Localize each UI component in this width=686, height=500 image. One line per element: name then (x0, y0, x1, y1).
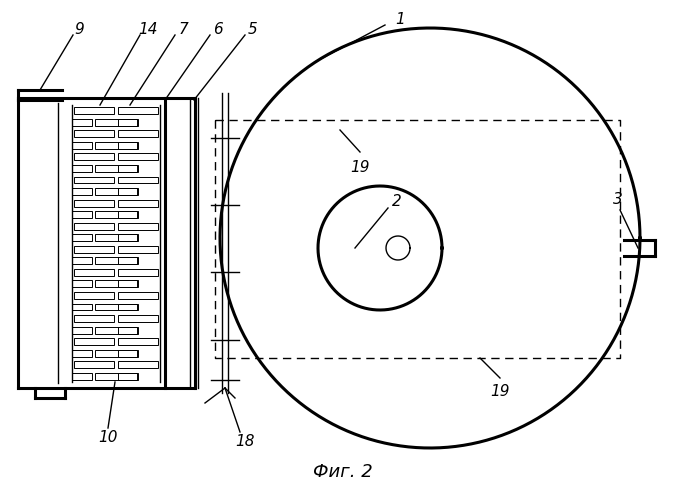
Bar (72, 258, 92, 264)
Text: 3: 3 (613, 192, 623, 208)
Bar (74, 222, 114, 230)
Bar (95, 350, 137, 356)
Bar (118, 373, 138, 380)
Text: 2: 2 (392, 194, 402, 210)
Text: 5: 5 (248, 22, 258, 36)
Bar (118, 304, 138, 310)
Bar (74, 108, 114, 114)
Bar (95, 234, 137, 241)
Bar (74, 154, 114, 160)
Bar (72, 350, 92, 356)
Bar (74, 315, 114, 322)
Bar (118, 200, 158, 206)
Bar (118, 188, 138, 195)
Bar (118, 280, 138, 287)
Bar (118, 142, 138, 149)
Bar (118, 350, 138, 356)
Text: Фиг. 2: Фиг. 2 (313, 463, 373, 481)
Text: 10: 10 (98, 430, 118, 446)
Bar (72, 142, 92, 149)
Bar (74, 130, 114, 138)
Bar (72, 373, 92, 380)
Bar (74, 269, 114, 276)
Bar (95, 280, 137, 287)
Bar (95, 326, 137, 334)
Bar (118, 292, 158, 299)
Bar (72, 119, 92, 126)
Bar (118, 211, 138, 218)
Bar (72, 326, 92, 334)
Bar (118, 258, 138, 264)
Bar (118, 165, 138, 172)
Bar (74, 246, 114, 252)
Bar (74, 200, 114, 206)
Bar (118, 338, 158, 345)
Text: 1: 1 (395, 12, 405, 28)
Bar (95, 142, 137, 149)
Bar (95, 119, 137, 126)
Text: 7: 7 (178, 22, 188, 36)
Bar (95, 165, 137, 172)
Bar (95, 258, 137, 264)
Bar (72, 211, 92, 218)
Text: 6: 6 (213, 22, 223, 36)
Bar (72, 280, 92, 287)
Bar (118, 130, 158, 138)
Bar (118, 246, 158, 252)
Bar (95, 373, 137, 380)
Bar (118, 326, 138, 334)
Bar (95, 304, 137, 310)
Bar (118, 269, 158, 276)
Bar (74, 292, 114, 299)
Bar (118, 154, 158, 160)
Bar (72, 188, 92, 195)
Text: 9: 9 (74, 22, 84, 36)
Bar (72, 234, 92, 241)
Bar (72, 304, 92, 310)
Bar (118, 222, 158, 230)
Bar (118, 315, 158, 322)
Bar (74, 176, 114, 184)
Text: 14: 14 (139, 22, 158, 36)
Bar (74, 361, 114, 368)
Text: 19: 19 (490, 384, 510, 400)
Bar (118, 108, 158, 114)
Bar (95, 188, 137, 195)
Text: 18: 18 (235, 434, 255, 450)
Bar (118, 119, 138, 126)
Bar (118, 234, 138, 241)
Bar (72, 165, 92, 172)
Bar (118, 176, 158, 184)
Bar (118, 361, 158, 368)
Bar (74, 338, 114, 345)
Text: 19: 19 (351, 160, 370, 176)
Bar (95, 211, 137, 218)
